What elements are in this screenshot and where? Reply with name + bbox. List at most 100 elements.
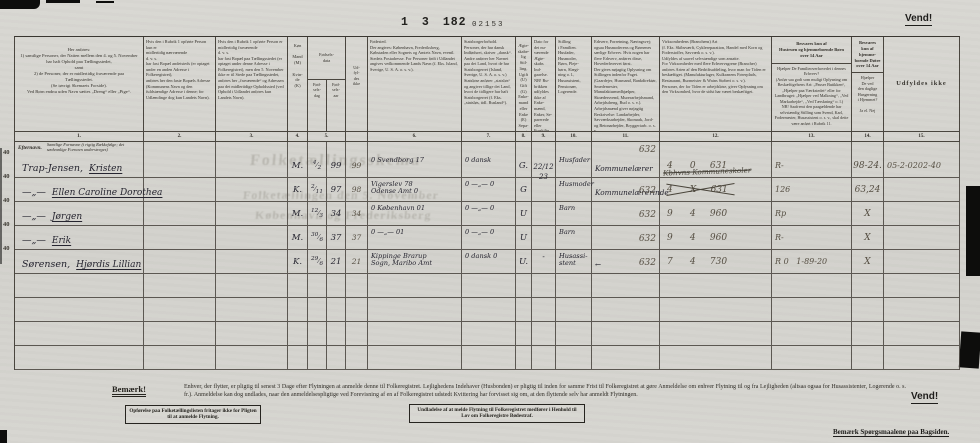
cell-empty bbox=[660, 346, 772, 370]
cell-marriage-date bbox=[532, 178, 556, 202]
cell-fixed-address bbox=[144, 250, 216, 274]
header-col-not-filled-small: Ud- fyl- des ikke bbox=[346, 37, 368, 132]
column-number: 5. bbox=[308, 132, 346, 142]
column-number: 10. bbox=[556, 132, 592, 142]
header-col-citizenship: Statsborgerforhold. Personer, der har da… bbox=[462, 37, 516, 132]
cell-marital: G. bbox=[516, 154, 532, 178]
cell-business-code: 7 4 730 bbox=[660, 250, 772, 274]
marital-value: U bbox=[519, 232, 528, 243]
cell-empty bbox=[532, 346, 556, 370]
cell-empty bbox=[592, 298, 660, 322]
scan-artifact bbox=[46, 0, 80, 3]
scan-artifact bbox=[966, 186, 980, 276]
surname-label: Efternavn. bbox=[18, 145, 42, 151]
cell-empty bbox=[516, 346, 532, 370]
column-number: 1. bbox=[15, 132, 144, 142]
cell-empty bbox=[660, 322, 772, 346]
header-col-marriage-date: Dato for det nu- værende Ægte- skabs Ind… bbox=[532, 37, 556, 132]
cell-long-code bbox=[884, 226, 960, 250]
cell-marital: U bbox=[516, 226, 532, 250]
cell-empty bbox=[660, 298, 772, 322]
margin-row-number: 40 bbox=[3, 245, 10, 252]
forename: Jørgen bbox=[51, 212, 83, 222]
cell-empty bbox=[288, 274, 308, 298]
column-number: 11. bbox=[592, 132, 660, 142]
cell-sex: K. bbox=[288, 178, 308, 202]
marital-value: G bbox=[520, 184, 527, 195]
cell-empty bbox=[15, 298, 144, 322]
cell-name: —„— Ellen Caroline Dorothea bbox=[15, 178, 162, 202]
occupation-value: Kommunelærerinde bbox=[595, 188, 669, 197]
scan-artifact bbox=[0, 430, 7, 443]
stamp-digit: 182 bbox=[442, 16, 467, 29]
cell-name: —„— Jørgen bbox=[15, 202, 144, 226]
column-number: 13. bbox=[772, 132, 852, 142]
cell-empty bbox=[15, 346, 144, 370]
cell-empty bbox=[144, 346, 216, 370]
cell-fixed-address bbox=[144, 178, 216, 202]
occupation-value: ← bbox=[595, 260, 602, 269]
cell-family-position: Husmoder bbox=[556, 178, 594, 202]
scan-artifact bbox=[0, 148, 2, 264]
clerk-year: 34 bbox=[351, 209, 362, 218]
cell-citizenship: 0 dansk 0 bbox=[462, 250, 516, 274]
cell-fixed-address bbox=[144, 202, 216, 226]
cell-marriage-date bbox=[532, 202, 556, 226]
cell-empty bbox=[346, 322, 368, 346]
birthyear-value: 37 bbox=[330, 232, 342, 243]
cell-empty bbox=[288, 346, 308, 370]
cell-empty bbox=[368, 322, 462, 346]
check-mark-value: X bbox=[864, 256, 871, 267]
check-mark-value: 63,24 bbox=[854, 184, 881, 195]
cell-empty bbox=[308, 298, 327, 322]
margin-row-number: 40 bbox=[3, 197, 10, 204]
cell-marriage-date: 22/12 23 bbox=[532, 154, 556, 181]
column-number: 8. bbox=[516, 132, 532, 142]
cell-empty bbox=[462, 298, 516, 322]
margin-row-number: 40 bbox=[3, 173, 10, 180]
cell-register-mark: R- bbox=[772, 226, 852, 250]
column-number: 4. bbox=[288, 132, 308, 142]
cell-family-position: Barn bbox=[556, 202, 592, 226]
cell-business-code: 4 X 631 Kbhvns Kommuneskoler bbox=[660, 165, 772, 202]
header-col-not-filled: Udfyldes ikke bbox=[884, 37, 960, 132]
cell-long-code bbox=[884, 202, 960, 226]
cell-empty bbox=[308, 346, 327, 370]
cell-absent-address bbox=[216, 226, 288, 250]
header-col-daughters-housework: Besvares kun af hjemme- boende Døtre ove… bbox=[852, 37, 884, 132]
cell-empty bbox=[346, 298, 368, 322]
cell-birthday: 12⁄3 bbox=[308, 202, 327, 226]
header-birthdata-label: Fødsels- data bbox=[319, 52, 334, 63]
cell-birthday: 29⁄6 bbox=[308, 250, 327, 274]
occupation-code: 632 bbox=[638, 145, 656, 155]
cell-empty bbox=[516, 322, 532, 346]
cell-empty bbox=[462, 274, 516, 298]
cell-citizenship: 0 —„— 0 bbox=[462, 226, 516, 250]
cell-clerk-code: 98 bbox=[346, 178, 368, 202]
cell-register-mark: Rp bbox=[772, 202, 852, 226]
check-mark-value: X bbox=[864, 208, 871, 219]
cell-absent-address bbox=[216, 202, 288, 226]
header-daughters-title: Besvares kun af hjemme- boende Døtre ove… bbox=[852, 37, 883, 74]
header-col-temporarily-present: Hvis den i Rubrik 1 opførte Person kun e… bbox=[144, 37, 216, 132]
cell-name: Sørensen, Hjørdis Lillian bbox=[15, 250, 144, 274]
cell-empty bbox=[308, 274, 327, 298]
cell-citizenship: 0 dansk bbox=[462, 154, 516, 178]
birthyear-value: 34 bbox=[330, 208, 342, 219]
name-subheader-row: Efternavn. Samtlige Fornavne (i rigtig R… bbox=[15, 142, 960, 154]
cell-occupation: Kommunelærerinde 632 bbox=[592, 178, 669, 202]
cell-empty bbox=[216, 298, 288, 322]
cell-fixed-address bbox=[144, 154, 216, 178]
cell-empty bbox=[368, 346, 462, 370]
cell-empty bbox=[346, 346, 368, 370]
cell-birthyear: 37 bbox=[327, 226, 346, 250]
forename: Hjørdis Lillian bbox=[76, 260, 142, 270]
turn-page-note-top: Vend! bbox=[905, 13, 933, 26]
cell-birthplace: Vigerslev 78 Odense Amt 0 bbox=[368, 178, 462, 202]
birthday-fraction: 12⁄3 bbox=[310, 207, 324, 220]
cell-empty bbox=[772, 322, 852, 346]
surname: —„— bbox=[22, 235, 46, 246]
cell-empty bbox=[556, 274, 592, 298]
cell-empty bbox=[516, 298, 532, 322]
